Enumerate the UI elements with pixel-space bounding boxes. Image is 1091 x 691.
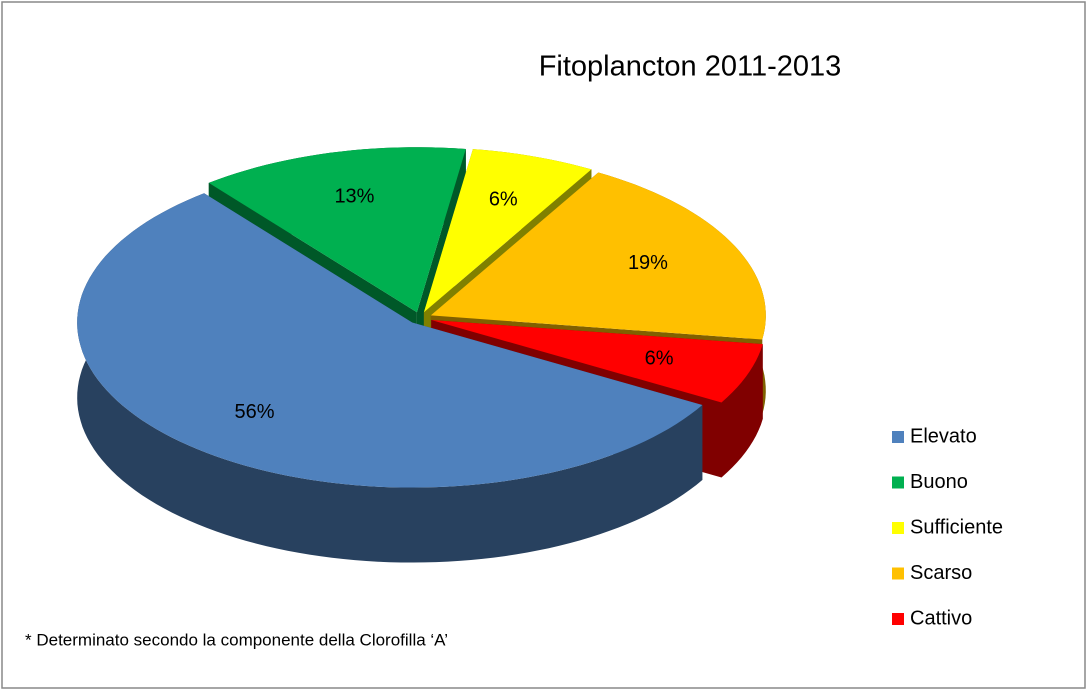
- legend-swatch: [892, 522, 904, 534]
- legend-swatch: [892, 567, 904, 580]
- legend-label: Cattivo: [910, 607, 972, 629]
- legend-swatch: [892, 613, 904, 625]
- data-label: 19%: [628, 252, 668, 274]
- data-label: 6%: [645, 347, 674, 369]
- chart-title: Fitoplancton 2011-2013: [539, 51, 842, 83]
- slice: [431, 320, 763, 403]
- data-label: 56%: [235, 401, 275, 423]
- slice: [77, 193, 703, 488]
- slice-side: [721, 344, 763, 478]
- slice: [430, 172, 766, 340]
- data-label: 6%: [489, 188, 518, 210]
- legend: Elevato Buono Sufficiente Scarso Cattivo: [892, 425, 1003, 629]
- legend-swatch: [892, 476, 904, 489]
- legend-label: Sufficiente: [910, 516, 1003, 538]
- slice: [208, 147, 466, 313]
- pie: 56% 13% 6% 19% 6%: [77, 147, 766, 563]
- slice-side: [77, 193, 703, 563]
- data-label: 13%: [334, 186, 374, 208]
- annotation: * Determinato secondo la componente dell…: [25, 630, 448, 649]
- legend-label: Elevato: [910, 425, 977, 447]
- legend-label: Buono: [910, 471, 968, 493]
- legend-swatch: [892, 431, 904, 443]
- slice: [423, 149, 592, 313]
- legend-label: Scarso: [910, 562, 972, 584]
